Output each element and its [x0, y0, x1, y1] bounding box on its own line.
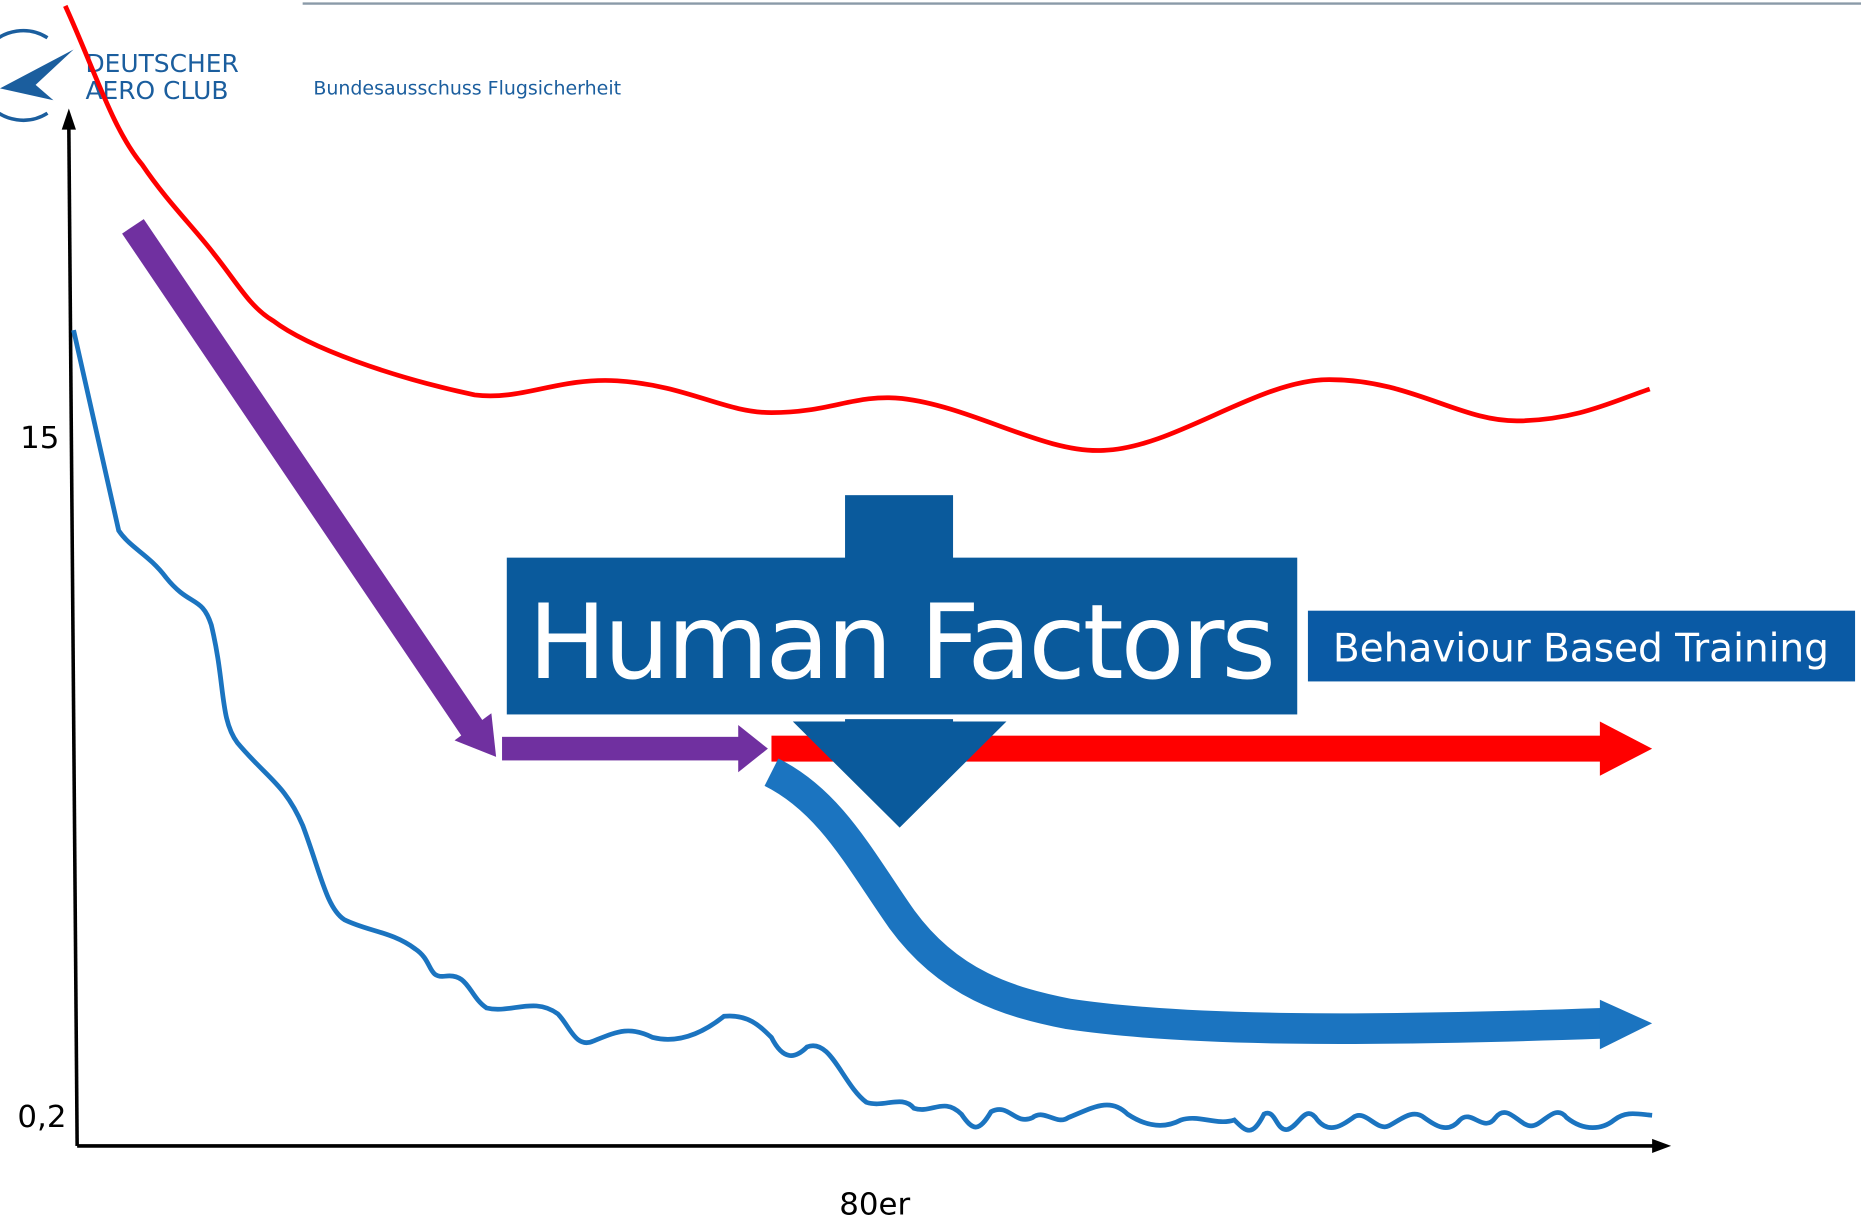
purple-head — [454, 713, 497, 757]
x-label: 80er — [839, 1186, 910, 1222]
logo-bird — [0, 49, 74, 101]
purple-head-flat — [738, 725, 768, 773]
callout-title: Human Factors — [528, 581, 1276, 703]
y-axis — [67, 127, 79, 1146]
axes: 15 0,2 80er — [17, 108, 1672, 1222]
red-head — [1599, 721, 1653, 776]
logo-subtitle: Bundesausschuss Flugsicherheit — [313, 77, 621, 99]
tag-text: Behaviour Based Training — [1333, 627, 1829, 672]
tag-box — [1307, 610, 1856, 682]
blue-curve — [71, 329, 1653, 1133]
red-curve — [63, 4, 1651, 453]
down-arrow-shaft — [845, 495, 954, 562]
logo-line2: AERO CLUB — [85, 76, 228, 105]
human-factors-callout: Human Factors Behaviour Based Training — [506, 495, 1856, 828]
blue-arrow — [764, 758, 1603, 1044]
purple-arrow — [122, 219, 484, 736]
logo-line1: DEUTSCHER — [85, 49, 238, 78]
logo: DEUTSCHER AERO CLUB Bundesausschuss Flug… — [0, 28, 621, 122]
y-axis-head — [61, 108, 76, 130]
y-top-label: 15 — [20, 420, 59, 456]
down-arrow-head — [792, 719, 1007, 828]
logo-ring — [0, 28, 49, 122]
callout-box — [506, 557, 1298, 715]
y-bottom-label: 0,2 — [17, 1099, 66, 1135]
x-axis-head — [1652, 1138, 1672, 1154]
purple-arrow-flat — [502, 736, 740, 761]
blue-head — [1599, 999, 1653, 1050]
